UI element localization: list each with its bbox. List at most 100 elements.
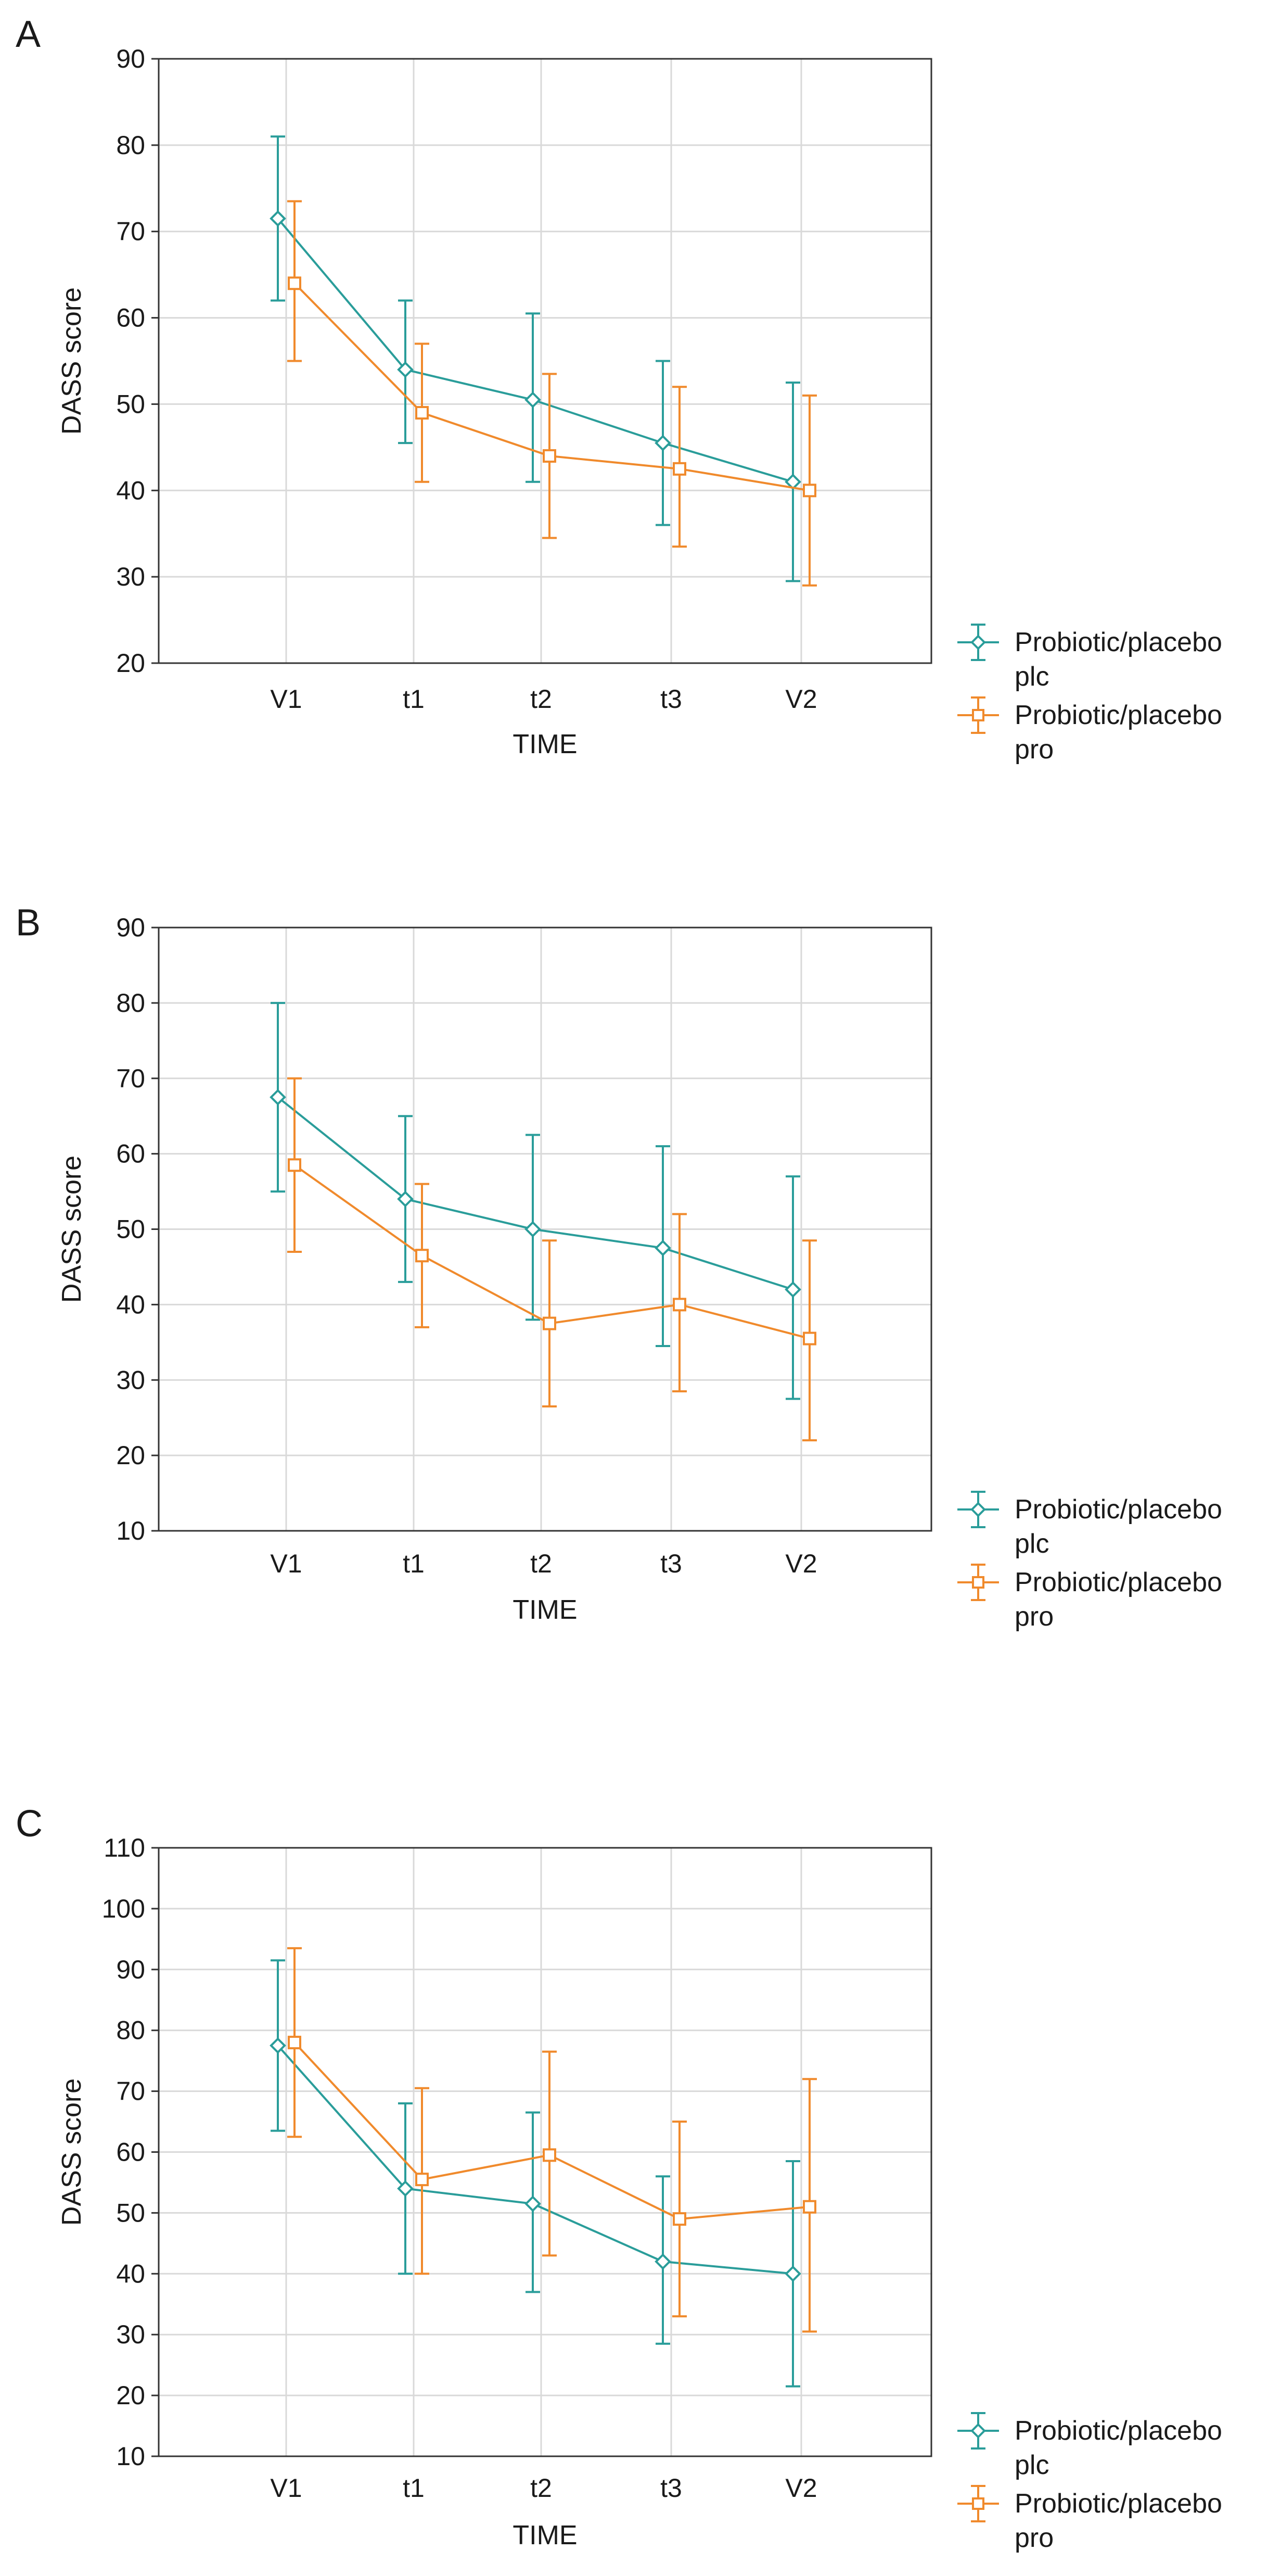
data-point [673, 462, 686, 476]
data-point [655, 2253, 671, 2270]
x-tick-label: V1 [270, 1549, 302, 1578]
y-axis-label: DASS score [57, 2078, 87, 2226]
y-tick-label: 50 [116, 1215, 145, 1244]
x-tick-label: t3 [660, 684, 682, 714]
legend-entry-line1: Probiotic/placebo [1015, 1494, 1222, 1525]
data-point [673, 2212, 686, 2226]
plot-frame [158, 58, 932, 664]
panel-label: A [16, 14, 41, 55]
data-point [415, 2173, 429, 2187]
x-axis-label: TIME [513, 729, 577, 759]
x-tick-label: V2 [785, 1549, 817, 1578]
y-tick-label: 90 [116, 1955, 145, 1984]
data-point [288, 2036, 301, 2050]
data-point [415, 1249, 429, 1263]
y-tick-label: 20 [116, 649, 145, 678]
x-tick-label: t2 [530, 1549, 552, 1578]
series-line [293, 1164, 810, 1340]
data-point [524, 2196, 541, 2212]
x-axis-label: TIME [513, 1595, 577, 1625]
y-tick-label: 110 [104, 1833, 145, 1862]
data-point [524, 391, 541, 408]
data-point [785, 2265, 801, 2282]
y-tick-label: 90 [116, 44, 145, 73]
data-point [270, 2037, 286, 2054]
legend-entry-line2: pro [1015, 1602, 1054, 1632]
data-point [397, 2180, 414, 2197]
series-line [277, 2045, 793, 2275]
legend: Probiotic/placebo plc Probiotic/placebo pro [957, 624, 1222, 765]
y-tick-label: 20 [116, 1441, 145, 1470]
x-tick-label: t3 [660, 1549, 682, 1578]
y-tick-label: 100 [102, 1894, 145, 1923]
series-plc [270, 1001, 801, 1400]
data-point [803, 2200, 816, 2214]
y-tick-label: 70 [116, 2077, 145, 2106]
y-tick-label: 50 [116, 2198, 145, 2227]
legend-entry-line1: Probiotic/placebo [1015, 2489, 1222, 2519]
y-tick-label: 10 [116, 1516, 145, 1545]
legend-marker [970, 2423, 986, 2439]
y-tick-label: 30 [116, 562, 145, 591]
x-tick-label: t2 [530, 684, 552, 714]
y-tick-label: 40 [116, 476, 145, 505]
legend-entry-line1: Probiotic/placebo [1015, 700, 1222, 730]
legend-entry-line2: plc [1015, 662, 1049, 692]
series-pro [287, 200, 817, 587]
panel-label: C [16, 1803, 43, 1845]
data-point [270, 1089, 286, 1106]
x-tick-label: t1 [403, 2473, 425, 2503]
series-pro [287, 1947, 817, 2333]
y-tick-label: 60 [116, 1139, 145, 1169]
legend-marker [970, 1502, 986, 1517]
x-tick-label: V2 [785, 684, 817, 714]
x-tick-label: t1 [403, 1549, 425, 1578]
legend-entry-line2: pro [1015, 2523, 1054, 2553]
y-tick-label: 70 [116, 217, 145, 246]
legend-entry-line1: Probiotic/placebo [1015, 627, 1222, 657]
x-tick-label: t3 [660, 2473, 682, 2503]
series-plc [270, 135, 801, 582]
y-tick-label: 30 [116, 2320, 145, 2349]
data-point [543, 449, 556, 463]
legend-entry-line1: Probiotic/placebo [1015, 2416, 1222, 2446]
data-point [288, 1158, 301, 1172]
data-point [397, 361, 414, 378]
data-point [415, 406, 429, 420]
y-tick-label: 20 [116, 2381, 145, 2410]
y-tick-label: 80 [116, 2016, 145, 2045]
legend: Probiotic/placebo plc Probiotic/placebo pro [957, 2412, 1222, 2553]
x-tick-label: t1 [403, 684, 425, 714]
legend-entry-line2: pro [1015, 734, 1054, 765]
y-tick-label: 10 [116, 2442, 145, 2471]
series-pro [287, 1077, 817, 1442]
legend-entry-line1: Probiotic/placebo [1015, 1567, 1222, 1597]
y-tick-label: 30 [116, 1365, 145, 1394]
series-line [293, 2041, 810, 2220]
y-tick-label: 80 [116, 988, 145, 1018]
legend: Probiotic/placebo plc Probiotic/placebo pro [957, 1491, 1222, 1632]
data-point [803, 484, 816, 498]
data-point [270, 210, 286, 227]
data-point [397, 1190, 414, 1208]
legend-marker [972, 709, 984, 721]
y-tick-label: 80 [116, 131, 145, 160]
data-point [803, 1331, 816, 1346]
y-tick-label: 40 [116, 2259, 145, 2288]
data-point [524, 1221, 541, 1238]
y-tick-label: 40 [116, 1290, 145, 1319]
chart-panel-a: A 20 30 40 50 60 70 80 90 V1 t1 t2 t3 V2 TIME DASS scor… [16, 14, 1222, 765]
y-tick-label: 70 [116, 1064, 145, 1093]
data-point [543, 1316, 556, 1330]
y-axis-label: DASS score [57, 1156, 87, 1303]
series-line [277, 218, 793, 483]
series-line [277, 1096, 793, 1291]
x-tick-label: V1 [270, 2473, 302, 2503]
legend-marker [972, 2497, 984, 2510]
panel-label: B [16, 902, 41, 944]
legend-entry-line2: plc [1015, 1529, 1049, 1559]
y-tick-label: 60 [116, 2138, 145, 2167]
data-point [288, 276, 301, 290]
legend-marker [972, 1576, 984, 1589]
